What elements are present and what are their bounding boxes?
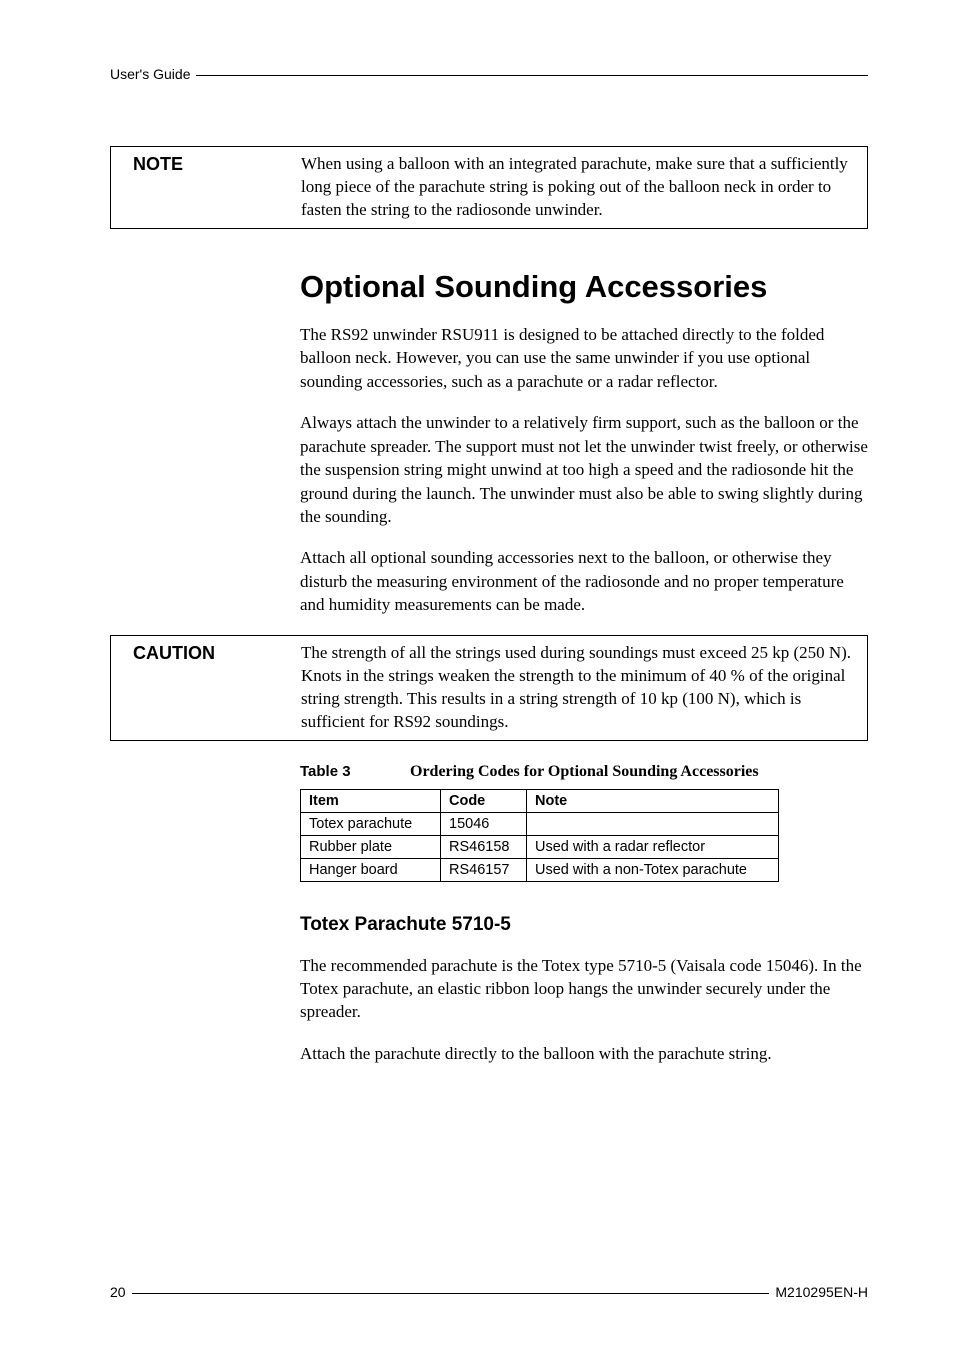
note-box: NOTE When using a balloon with an integr…: [110, 146, 868, 229]
page-header: User's Guide: [110, 66, 868, 82]
table-title: Ordering Codes for Optional Sounding Acc…: [410, 763, 759, 781]
cell-item: Rubber plate: [301, 835, 441, 858]
doc-code: M210295EN-H: [775, 1284, 868, 1300]
page-number: 20: [110, 1284, 126, 1300]
header-text: User's Guide: [110, 66, 190, 82]
subsection-heading: Totex Parachute 5710-5: [300, 914, 868, 936]
th-note: Note: [527, 789, 779, 812]
note-body: When using a balloon with an integrated …: [301, 153, 857, 222]
cell-code: 15046: [441, 812, 527, 835]
table-number: Table 3: [300, 763, 410, 781]
table-header-row: Item Code Note: [301, 789, 779, 812]
page: User's Guide NOTE When using a balloon w…: [0, 0, 954, 1350]
section-heading: Optional Sounding Accessories: [300, 269, 868, 305]
caution-label: CAUTION: [133, 642, 301, 734]
caution-body: The strength of all the strings used dur…: [301, 642, 857, 734]
table-row: Totex parachute 15046: [301, 812, 779, 835]
paragraph: Attach the parachute directly to the bal…: [300, 1042, 868, 1065]
note-label: NOTE: [133, 153, 301, 222]
table-caption: Table 3 Ordering Codes for Optional Soun…: [300, 763, 868, 781]
cell-item: Hanger board: [301, 858, 441, 881]
caution-box: CAUTION The strength of all the strings …: [110, 635, 868, 741]
table-row: Hanger board RS46157 Used with a non-Tot…: [301, 858, 779, 881]
paragraph: The recommended parachute is the Totex t…: [300, 954, 868, 1024]
cell-code: RS46157: [441, 858, 527, 881]
th-code: Code: [441, 789, 527, 812]
cell-note: [527, 812, 779, 835]
paragraph: The RS92 unwinder RSU911 is designed to …: [300, 323, 868, 393]
cell-note: Used with a radar reflector: [527, 835, 779, 858]
header-rule: [196, 75, 868, 76]
ordering-codes-table: Item Code Note Totex parachute 15046 Rub…: [300, 789, 779, 882]
table-row: Rubber plate RS46158 Used with a radar r…: [301, 835, 779, 858]
paragraph: Attach all optional sounding accessories…: [300, 546, 868, 616]
cell-code: RS46158: [441, 835, 527, 858]
th-item: Item: [301, 789, 441, 812]
paragraph: Always attach the unwinder to a relative…: [300, 411, 868, 528]
cell-note: Used with a non-Totex parachute: [527, 858, 779, 881]
cell-item: Totex parachute: [301, 812, 441, 835]
page-footer: 20 M210295EN-H: [110, 1284, 868, 1300]
footer-rule: [132, 1293, 770, 1294]
